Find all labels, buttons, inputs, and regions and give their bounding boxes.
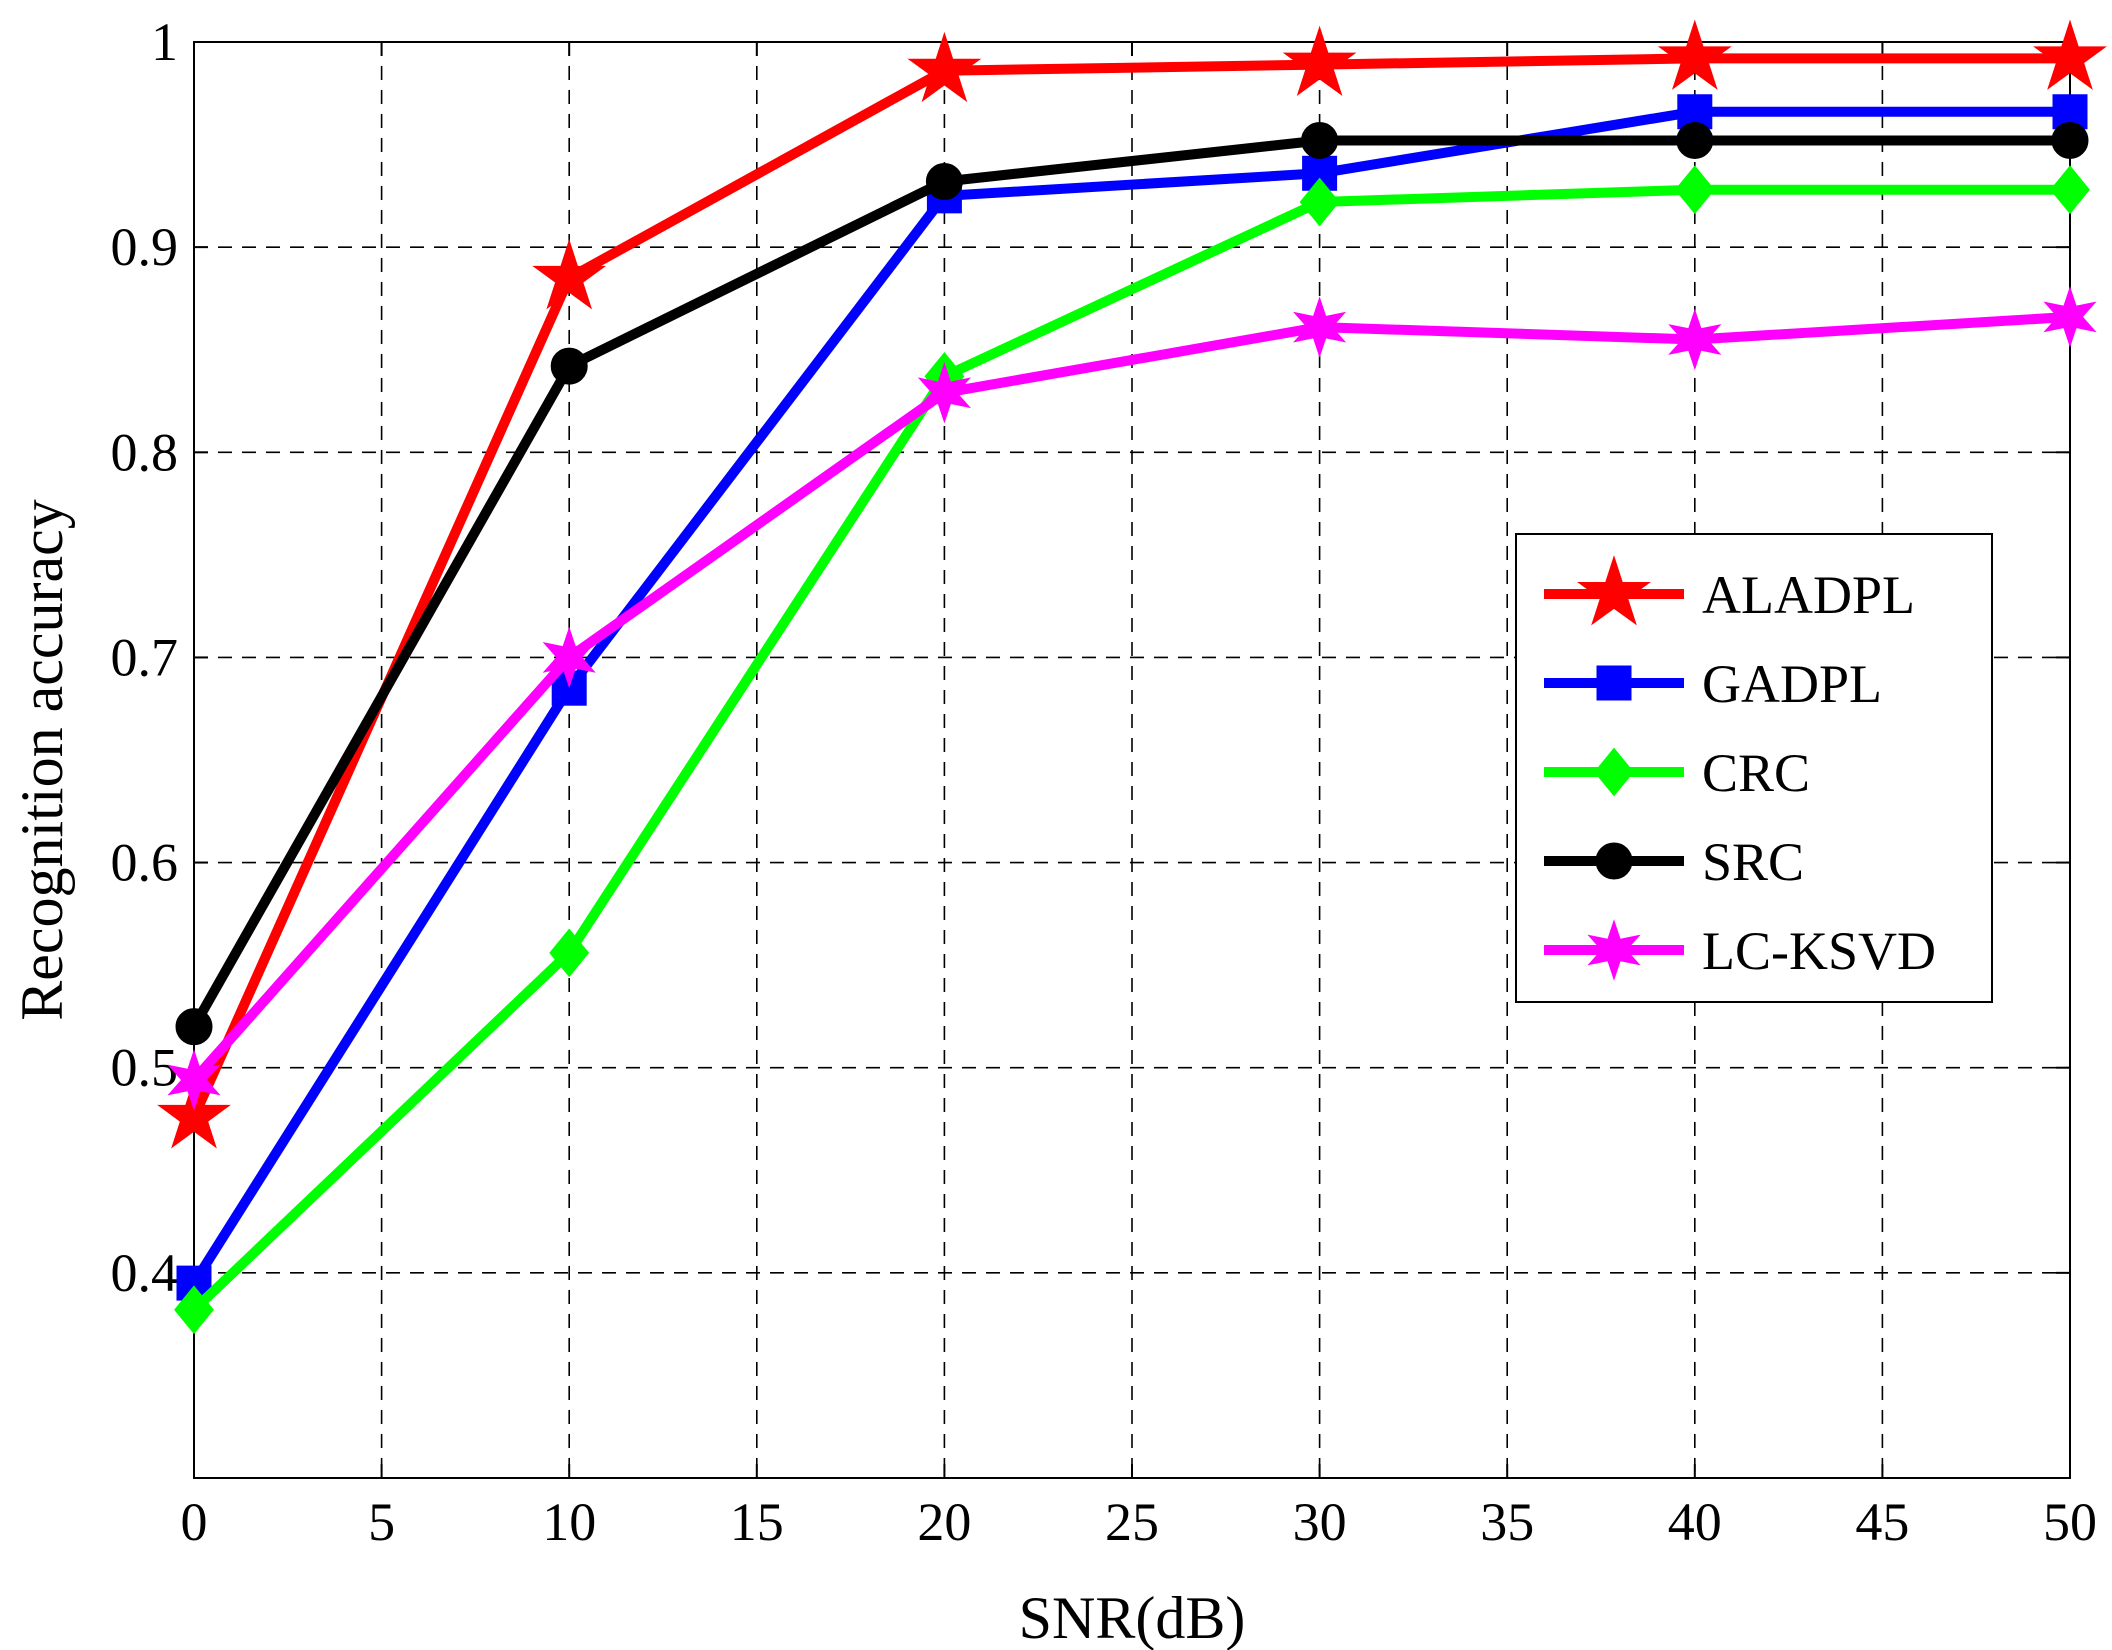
x-tick-label: 0 — [181, 1492, 208, 1552]
series-line-crc — [190, 184, 2070, 1314]
legend-marker-lc-ksvd — [1587, 919, 1641, 981]
x-tick-label: 50 — [2043, 1492, 2097, 1552]
data-point-crc — [1674, 165, 1715, 215]
series-crc — [174, 165, 2090, 1335]
y-tick-label: 0.8 — [111, 422, 179, 482]
data-point-src — [925, 162, 963, 200]
axis-ticks: 0 5 10 15 20 25 30 35 40 45 50 0.4 0.5 0.6 0.7 0.8 0.9 1 — [111, 12, 2098, 1552]
series-line-aladpl — [189, 53, 2070, 1119]
x-tick-label: 15 — [730, 1492, 784, 1552]
series-layer — [157, 19, 2107, 1335]
y-tick-label: 0.7 — [111, 627, 179, 687]
data-point-crc — [174, 1285, 214, 1335]
data-point-aladpl — [1282, 25, 1357, 97]
data-point-crc — [2050, 165, 2090, 215]
grid — [194, 42, 2070, 1478]
data-point-crc — [549, 928, 590, 978]
legend-marker-gadpl — [1596, 665, 1632, 701]
data-point-gadpl — [1302, 155, 1338, 191]
x-tick-label: 45 — [1855, 1492, 1909, 1552]
legend-marker-src — [1595, 842, 1633, 880]
legend-marker-aladpl — [1577, 555, 1651, 626]
y-tick-label: 0.4 — [111, 1243, 179, 1303]
series-src — [175, 121, 2089, 1046]
data-point-src — [1676, 121, 1714, 159]
series-aladpl — [157, 19, 2107, 1149]
data-point-lc-ksvd — [1668, 308, 1722, 371]
legend-label-lc-ksvd: LC-KSVD — [1702, 921, 1936, 981]
x-tick-label: 30 — [1293, 1492, 1347, 1552]
data-point-aladpl — [907, 31, 982, 103]
data-point-aladpl — [2033, 19, 2107, 90]
series-line-src — [189, 135, 2070, 1030]
x-tick-label: 40 — [1668, 1492, 1722, 1552]
data-point-crc — [1299, 177, 1340, 227]
legend-label-aladpl: ALADPL — [1702, 565, 1915, 625]
data-point-aladpl — [157, 1078, 231, 1149]
data-point-src — [2051, 121, 2089, 159]
x-tick-label: 20 — [917, 1492, 971, 1552]
series-line-lc-ksvd — [190, 311, 2071, 1084]
data-point-lc-ksvd — [917, 362, 972, 424]
data-point-lc-ksvd — [542, 626, 596, 689]
y-tick-label: 0.9 — [111, 217, 179, 277]
y-tick-label: 0.5 — [111, 1038, 179, 1098]
legend-marker-crc — [1594, 747, 1634, 797]
legend: ALADPL GADPL CRC SRC LC-KSVD — [1515, 533, 1993, 1003]
data-point-src — [175, 1008, 213, 1046]
data-point-lc-ksvd — [1292, 296, 1347, 358]
x-tick-label: 10 — [542, 1492, 596, 1552]
x-tick-label: 25 — [1105, 1492, 1159, 1552]
legend-label-gadpl: GADPL — [1702, 654, 1882, 714]
data-point-lc-ksvd — [2043, 286, 2097, 348]
legend-label-crc: CRC — [1702, 743, 1810, 803]
data-point-src — [550, 347, 588, 385]
data-point-src — [1301, 121, 1339, 159]
series-line-gadpl — [189, 106, 2070, 1286]
series-lc-ksvd — [167, 286, 2097, 1111]
y-tick-label: 1 — [151, 12, 178, 72]
data-point-lc-ksvd — [167, 1049, 221, 1111]
y-tick-label: 0.6 — [111, 833, 179, 893]
data-point-aladpl — [1657, 19, 1732, 90]
x-tick-label: 35 — [1480, 1492, 1534, 1552]
x-axis-label: SNR(dB) — [1019, 1585, 1246, 1650]
legend-label-src: SRC — [1702, 832, 1804, 892]
data-point-aladpl — [532, 239, 607, 310]
y-axis-label: Recognition accuracy — [9, 499, 75, 1020]
x-tick-label: 5 — [368, 1492, 395, 1552]
